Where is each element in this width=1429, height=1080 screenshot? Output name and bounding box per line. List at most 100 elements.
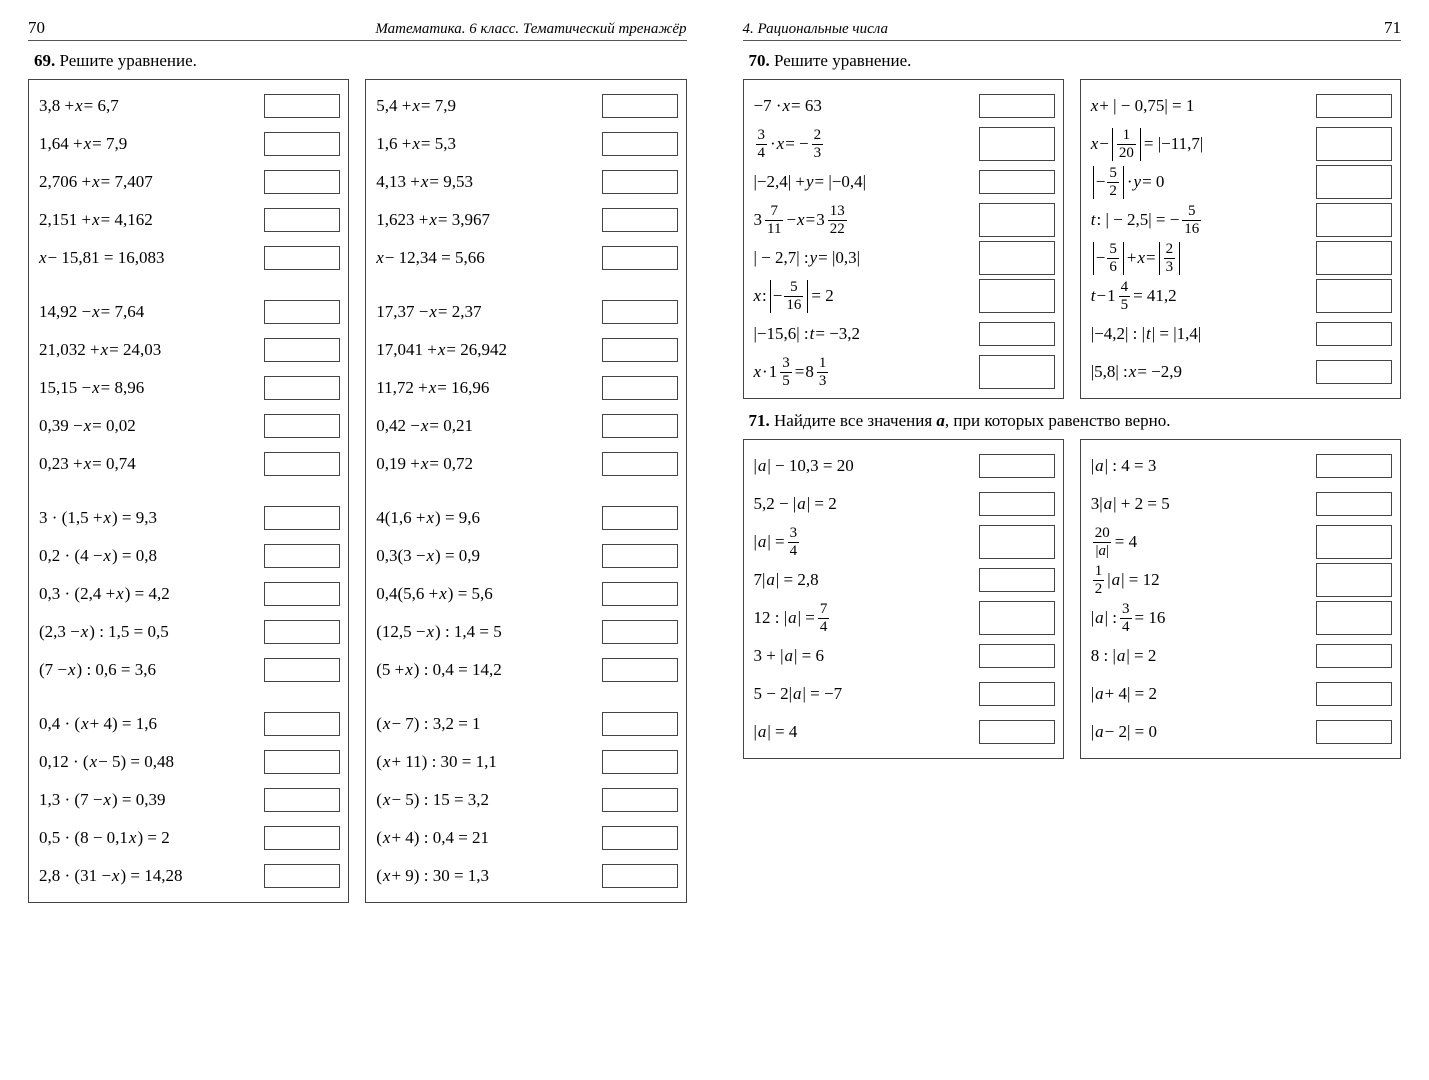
- answer-box[interactable]: [979, 279, 1055, 313]
- equation: x + | − 0,75| = 1: [1091, 96, 1195, 116]
- answer-box[interactable]: [979, 568, 1055, 592]
- answer-box[interactable]: [1316, 360, 1392, 384]
- answer-box[interactable]: [602, 506, 678, 530]
- answer-box[interactable]: [979, 492, 1055, 516]
- separator: [39, 278, 340, 292]
- answer-box[interactable]: [1316, 644, 1392, 668]
- equation-row: |−2,4| + y = |−0,4|: [754, 164, 1055, 200]
- answer-box[interactable]: [264, 506, 340, 530]
- answer-box[interactable]: [1316, 720, 1392, 744]
- answer-box[interactable]: [264, 414, 340, 438]
- answer-box[interactable]: [1316, 127, 1392, 161]
- answer-box[interactable]: [979, 94, 1055, 118]
- equation: 15,15 − x = 8,96: [39, 378, 144, 398]
- equation-row: 2,706 + x = 7,407: [39, 164, 340, 200]
- answer-box[interactable]: [602, 452, 678, 476]
- answer-box[interactable]: [602, 582, 678, 606]
- equation-row: −52 · y = 0: [1091, 164, 1392, 200]
- equation-row: x − 12,34 = 5,66: [376, 240, 677, 276]
- answer-box[interactable]: [264, 208, 340, 232]
- answer-box[interactable]: [1316, 563, 1392, 597]
- answer-box[interactable]: [602, 788, 678, 812]
- answer-box[interactable]: [602, 208, 678, 232]
- answer-box[interactable]: [1316, 454, 1392, 478]
- equation-row: 8 : |a| = 2: [1091, 638, 1392, 674]
- answer-box[interactable]: [264, 658, 340, 682]
- equation-row: −56 + x = 23: [1091, 240, 1392, 276]
- answer-box[interactable]: [602, 300, 678, 324]
- answer-box[interactable]: [264, 376, 340, 400]
- answer-box[interactable]: [979, 170, 1055, 194]
- answer-box[interactable]: [979, 720, 1055, 744]
- answer-box[interactable]: [979, 525, 1055, 559]
- answer-box[interactable]: [979, 127, 1055, 161]
- answer-box[interactable]: [264, 94, 340, 118]
- answer-box[interactable]: [979, 682, 1055, 706]
- answer-box[interactable]: [979, 203, 1055, 237]
- answer-box[interactable]: [264, 750, 340, 774]
- equation-row: x − 120 = |−11,7|: [1091, 126, 1392, 162]
- equation: 1,3 · (7 − x) = 0,39: [39, 790, 165, 810]
- answer-box[interactable]: [602, 132, 678, 156]
- answer-box[interactable]: [979, 601, 1055, 635]
- answer-box[interactable]: [264, 300, 340, 324]
- equation: |−2,4| + y = |−0,4|: [754, 172, 867, 192]
- answer-box[interactable]: [979, 322, 1055, 346]
- answer-box[interactable]: [264, 620, 340, 644]
- answer-box[interactable]: [1316, 279, 1392, 313]
- answer-box[interactable]: [979, 644, 1055, 668]
- equation: |a| : 34 = 16: [1091, 602, 1166, 635]
- answer-box[interactable]: [1316, 241, 1392, 275]
- answer-box[interactable]: [264, 788, 340, 812]
- answer-box[interactable]: [1316, 525, 1392, 559]
- equation-row: 17,041 + x = 26,942: [376, 332, 677, 368]
- answer-box[interactable]: [602, 170, 678, 194]
- answer-box[interactable]: [602, 750, 678, 774]
- answer-box[interactable]: [602, 864, 678, 888]
- task-text: , при которых равенство верно.: [945, 411, 1171, 430]
- answer-box[interactable]: [1316, 682, 1392, 706]
- answer-box[interactable]: [264, 544, 340, 568]
- answer-box[interactable]: [264, 712, 340, 736]
- answer-box[interactable]: [264, 338, 340, 362]
- equation-row: 3711 − x = 31322: [754, 202, 1055, 238]
- equation: −7 · x = 63: [754, 96, 822, 116]
- answer-box[interactable]: [1316, 492, 1392, 516]
- equation: 7|a| = 2,8: [754, 570, 819, 590]
- answer-box[interactable]: [264, 170, 340, 194]
- answer-box[interactable]: [602, 544, 678, 568]
- task-number: 70.: [749, 51, 770, 70]
- answer-box[interactable]: [1316, 601, 1392, 635]
- equation-row: 14,92 − x = 7,64: [39, 294, 340, 330]
- answer-box[interactable]: [264, 582, 340, 606]
- answer-box[interactable]: [264, 132, 340, 156]
- equation-row: 1,623 + x = 3,967: [376, 202, 677, 238]
- equation-row: 2,151 + x = 4,162: [39, 202, 340, 238]
- equation-row: 0,3(3 − x) = 0,9: [376, 538, 677, 574]
- answer-box[interactable]: [1316, 165, 1392, 199]
- answer-box[interactable]: [264, 864, 340, 888]
- answer-box[interactable]: [602, 620, 678, 644]
- answer-box[interactable]: [602, 658, 678, 682]
- answer-box[interactable]: [602, 376, 678, 400]
- answer-box[interactable]: [602, 826, 678, 850]
- answer-box[interactable]: [602, 414, 678, 438]
- equation: |−4,2| : |t| = |1,4|: [1091, 324, 1202, 344]
- answer-box[interactable]: [1316, 94, 1392, 118]
- answer-box[interactable]: [602, 94, 678, 118]
- answer-box[interactable]: [979, 355, 1055, 389]
- answer-box[interactable]: [264, 452, 340, 476]
- answer-box[interactable]: [264, 826, 340, 850]
- answer-box[interactable]: [602, 712, 678, 736]
- task-69-col-b: 5,4 + x = 7,91,6 + x = 5,34,13 + x = 9,5…: [365, 79, 686, 903]
- answer-box[interactable]: [979, 241, 1055, 275]
- answer-box[interactable]: [979, 454, 1055, 478]
- answer-box[interactable]: [602, 246, 678, 270]
- separator: [376, 278, 677, 292]
- answer-box[interactable]: [602, 338, 678, 362]
- answer-box[interactable]: [1316, 322, 1392, 346]
- equation: 2,8 · (31 − x) = 14,28: [39, 866, 182, 886]
- separator: [376, 690, 677, 704]
- answer-box[interactable]: [1316, 203, 1392, 237]
- answer-box[interactable]: [264, 246, 340, 270]
